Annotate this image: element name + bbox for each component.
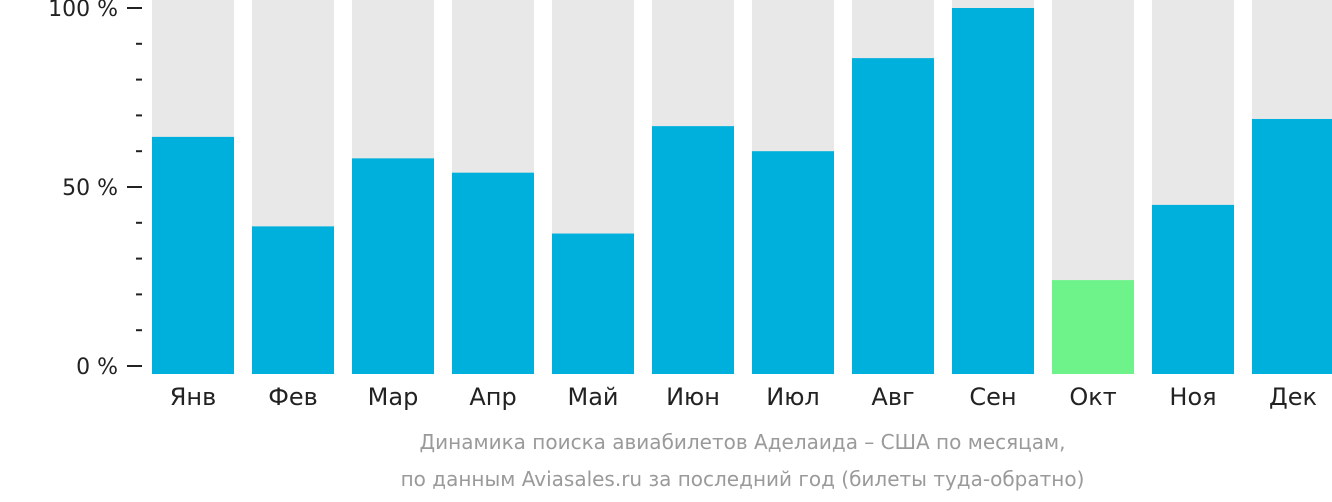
y-tick-label: 50 % <box>62 176 118 201</box>
y-axis: 0 % 50 % 100 % <box>48 0 142 380</box>
bar-Май <box>552 233 634 374</box>
bar-Мар <box>352 158 434 374</box>
y-tick-label: 0 % <box>76 355 118 380</box>
x-tick-label: Мар <box>368 383 419 411</box>
x-tick-label: Дек <box>1269 383 1317 411</box>
bar-Апр <box>452 172 534 374</box>
x-tick-label: Авг <box>871 383 914 411</box>
bar-Ноя <box>1152 204 1234 374</box>
y-tick-label: 100 % <box>48 0 118 22</box>
x-tick-label: Сен <box>969 383 1016 411</box>
bar-Окт <box>1052 280 1134 374</box>
bar-Дек <box>1252 118 1332 374</box>
caption-line-1: Динамика поиска авиабилетов Аделаида – С… <box>419 430 1066 454</box>
x-tick-label: Июн <box>666 383 720 411</box>
x-tick-label: Май <box>567 383 618 411</box>
x-tick-label: Ноя <box>1169 383 1216 411</box>
x-tick-label: Апр <box>469 383 516 411</box>
bar-Июн <box>652 126 734 374</box>
data-bars <box>152 8 1332 375</box>
caption-line-2: по данным Aviasales.ru за последний год … <box>400 467 1085 491</box>
x-axis-labels: Янв Фев Мар Апр Май Июн Июл Авг Сен Окт Ноя Дек <box>170 383 1317 411</box>
bar-Янв <box>152 136 234 374</box>
bar-Фев <box>252 226 334 374</box>
bar-Июл <box>752 151 834 374</box>
x-tick-label: Фев <box>268 383 318 411</box>
x-tick-label: Янв <box>170 383 217 411</box>
x-tick-label: Окт <box>1069 383 1116 411</box>
bar-Сен <box>952 8 1034 374</box>
x-tick-label: Июл <box>766 383 820 411</box>
bar-Авг <box>852 58 934 375</box>
